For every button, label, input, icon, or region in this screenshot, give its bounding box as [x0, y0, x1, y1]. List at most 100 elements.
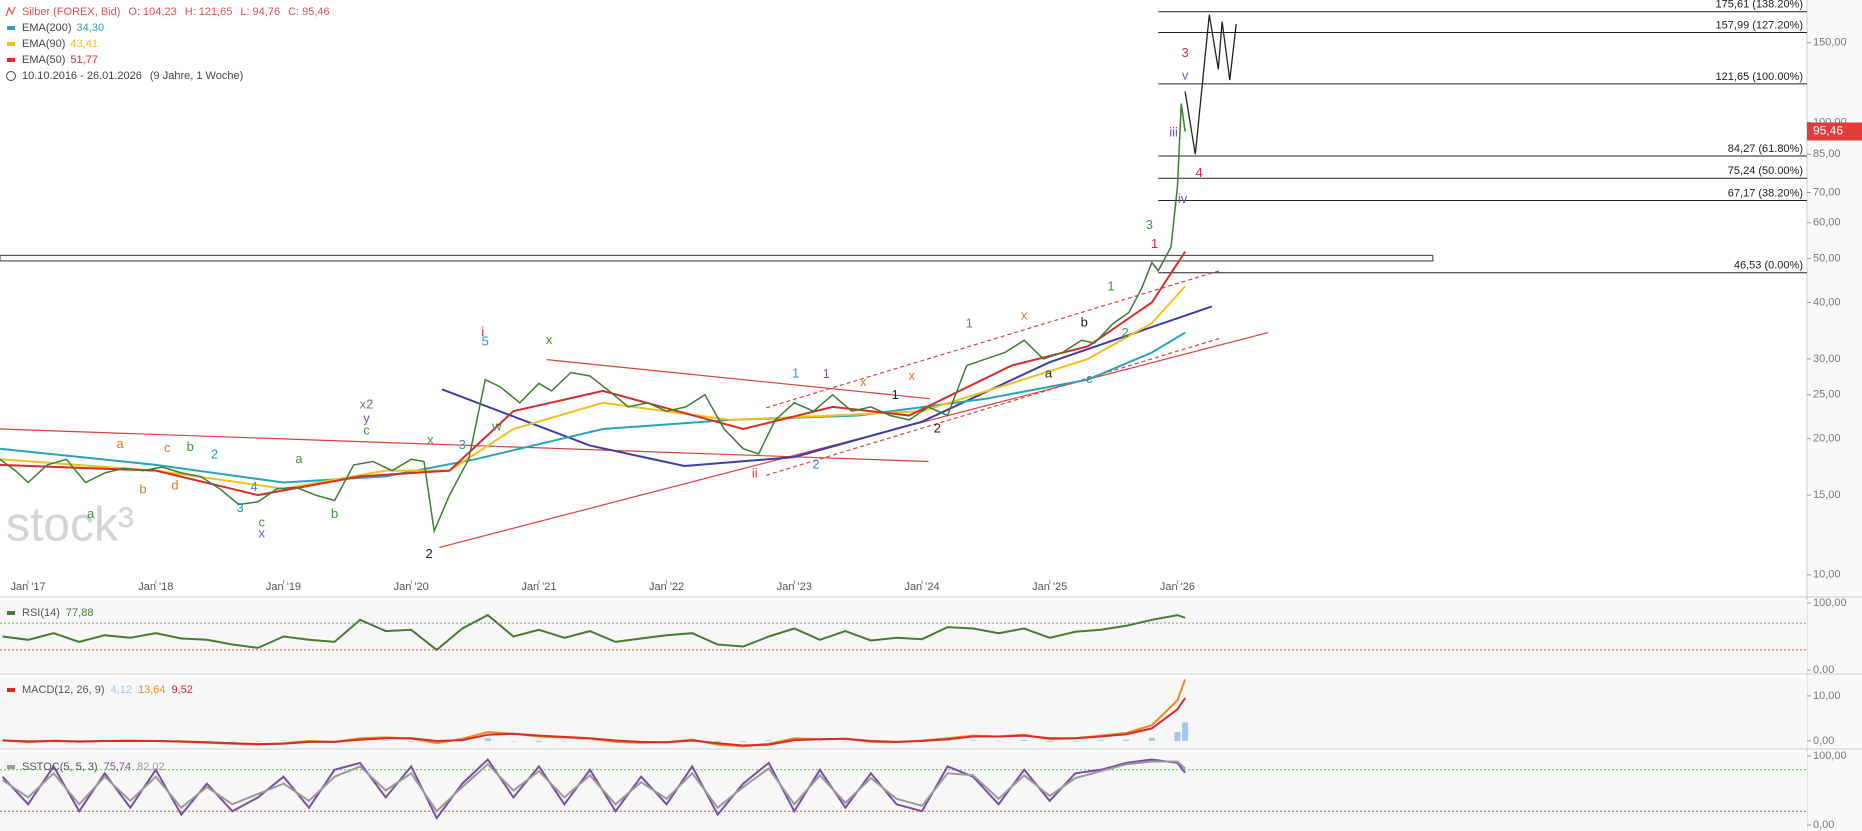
histogram-bar: [433, 740, 440, 744]
histogram-bar: [944, 740, 951, 741]
legend-text: 94,76: [253, 6, 281, 18]
fib-label: 46,53 (0.00%): [1734, 260, 1803, 272]
legend-text: 77,88: [66, 607, 94, 619]
legend-text: C:: [288, 6, 299, 18]
indicator-line: [2, 613, 1186, 652]
y-tick-label: 10,00: [1813, 569, 1841, 581]
wave-label: x: [427, 432, 434, 447]
legend-date: 10.10.2016 - 26.01.2026 (9 Jahre, 1 Woche…: [22, 70, 243, 82]
histogram-bar: [1123, 739, 1130, 741]
histogram-bar: [816, 740, 823, 742]
legend-text: O:: [128, 6, 140, 18]
wave-label: x: [909, 368, 916, 383]
wave-label: x: [259, 526, 266, 541]
wave-label: b: [139, 481, 146, 496]
histogram-bar: [586, 740, 593, 742]
legend-text: 75,74: [104, 761, 132, 773]
wave-label: 4: [1196, 165, 1203, 180]
indicator-line: [2, 760, 1186, 813]
legend-text: 82,02: [137, 761, 165, 773]
fib-label: 121,65 (100.00%): [1716, 71, 1803, 83]
y-tick-label: 70,00: [1813, 186, 1841, 198]
legend-text: 10.10.2016 - 26.01.2026: [22, 70, 142, 82]
price-tag: [1807, 122, 1862, 141]
x-tick-label: Jan '22: [649, 581, 684, 593]
y-tick-label: 50,00: [1813, 252, 1841, 264]
y-tick-label: 40,00: [1813, 296, 1841, 308]
x-tick-label: Jan '20: [394, 581, 429, 593]
wave-label: x: [860, 374, 867, 389]
histogram-bar: [510, 740, 517, 742]
y-tick-label: 30,00: [1813, 353, 1841, 365]
legend-clock: [6, 71, 16, 81]
histogram-bar: [663, 740, 670, 742]
y-tick-label: 100,00: [1813, 750, 1847, 762]
wave-label: 1: [823, 366, 830, 381]
histogram-bar: [714, 740, 721, 743]
wave-label: 3: [236, 500, 243, 515]
wave-label: a: [295, 451, 303, 466]
x-tick-label: Jan '25: [1032, 581, 1067, 593]
wave-label: c: [1086, 371, 1093, 386]
histogram-bar: [970, 740, 977, 741]
wave-label: 2: [425, 546, 432, 561]
y-tick-label: 60,00: [1813, 217, 1841, 229]
histogram-bar: [842, 740, 849, 742]
zone: [0, 254, 1434, 262]
legend-text: EMA(50): [22, 54, 65, 66]
y-tick-label: 15,00: [1813, 489, 1841, 501]
legend-text: 51,77: [70, 54, 98, 66]
pane-background: [0, 752, 1807, 831]
wave-label: c: [363, 422, 370, 437]
legend-entry: SSTOC(5, 5, 3) 75,74 82,02: [22, 761, 165, 773]
histogram-bar: [740, 740, 747, 742]
legend-text: L:: [240, 6, 249, 18]
legend-swatch: [7, 26, 15, 30]
histogram-bar: [1174, 731, 1181, 741]
histogram-bar: [1072, 740, 1079, 742]
wave-label: 2: [934, 420, 941, 435]
legend-text: H:: [185, 6, 196, 18]
legend-text: SSTOC(5, 5, 3): [22, 761, 98, 773]
pane-background: [0, 677, 1807, 748]
wave-label: 4: [251, 479, 258, 494]
wave-label: v: [1182, 67, 1189, 82]
wave-label: 3: [1181, 45, 1188, 60]
trendline: [766, 270, 1220, 409]
wave-label: x2: [360, 397, 374, 412]
histogram-bar: [765, 740, 772, 741]
legend-text: 104,23: [143, 6, 177, 18]
wave-label: a: [116, 436, 124, 451]
legend-title: Silber (FOREX, Bid) O: 104,23 H: 121,65 L: 94,…: [22, 6, 330, 18]
y-tick-label: 150,00: [1813, 37, 1847, 49]
wave-label: w: [491, 419, 502, 434]
legend-text: EMA(90): [22, 38, 65, 50]
legend-text: MACD(12, 26, 9): [22, 684, 105, 696]
histogram-bar: [484, 738, 491, 741]
wave-label: x: [546, 332, 553, 347]
legend-text: 43,41: [70, 38, 98, 50]
price-tag-label: 95,46: [1813, 124, 1843, 138]
y-tick-label: 0,00: [1813, 735, 1834, 747]
legend-entry: MACD(12, 26, 9) 4,12 13,64 9,52: [22, 684, 193, 696]
wave-label: 1: [1107, 279, 1114, 294]
fib-label: 84,27 (61.80%): [1728, 143, 1803, 155]
legend-text: 4,12: [111, 684, 132, 696]
y-tick-label: 10,00: [1813, 690, 1841, 702]
histogram-bar: [1182, 722, 1189, 741]
legend-text: (9 Jahre, 1 Woche): [150, 70, 243, 82]
x-tick-label: Jan '24: [904, 581, 939, 593]
histogram-bar: [535, 740, 542, 742]
legend-swatch: [7, 688, 15, 692]
price-line: [0, 103, 1186, 534]
wave-label: iii: [1169, 125, 1178, 140]
indicator-line: [2, 697, 1186, 747]
wave-label: 5: [482, 333, 489, 348]
wave-label: 3: [459, 437, 466, 452]
legend-text: 95,46: [302, 6, 330, 18]
x-tick-label: Jan '23: [777, 581, 812, 593]
x-tick-label: Jan '17: [11, 581, 46, 593]
wave-label: a: [87, 506, 95, 521]
wave-label: 1: [1151, 236, 1158, 251]
legend-entry: EMA(50) 51,77: [22, 54, 98, 66]
